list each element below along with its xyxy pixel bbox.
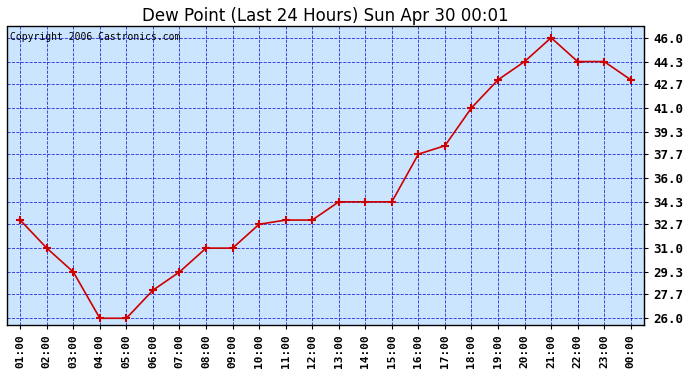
Title: Dew Point (Last 24 Hours) Sun Apr 30 00:01: Dew Point (Last 24 Hours) Sun Apr 30 00:… xyxy=(142,7,509,25)
Text: Copyright 2006 Castronics.com: Copyright 2006 Castronics.com xyxy=(10,33,181,42)
